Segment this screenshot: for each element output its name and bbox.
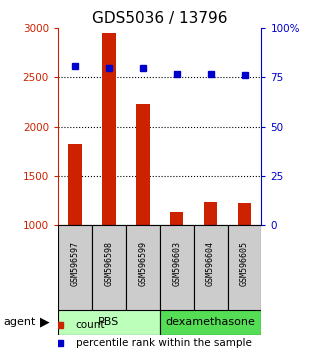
Bar — [204, 202, 217, 225]
Bar — [58, 225, 92, 310]
Text: GSM596603: GSM596603 — [172, 240, 181, 286]
Bar — [136, 104, 150, 225]
Text: GSM596605: GSM596605 — [240, 240, 249, 286]
Bar — [194, 225, 227, 310]
Text: GSM596604: GSM596604 — [206, 240, 215, 286]
Text: GSM596599: GSM596599 — [138, 240, 147, 286]
Bar — [126, 225, 160, 310]
Text: GSM596598: GSM596598 — [104, 240, 113, 286]
Bar — [58, 310, 160, 335]
Bar — [160, 225, 194, 310]
Text: agent: agent — [3, 317, 36, 327]
Bar — [170, 212, 183, 225]
Text: GSM596597: GSM596597 — [71, 240, 79, 286]
Text: count: count — [76, 320, 105, 330]
Bar — [92, 225, 126, 310]
Bar — [238, 203, 251, 225]
Bar — [68, 144, 82, 225]
Text: percentile rank within the sample: percentile rank within the sample — [76, 338, 252, 348]
Text: dexamethasone: dexamethasone — [166, 317, 256, 327]
Bar — [227, 225, 261, 310]
Text: ▶: ▶ — [40, 316, 50, 329]
Bar — [102, 33, 116, 225]
Bar — [160, 310, 261, 335]
Title: GDS5036 / 13796: GDS5036 / 13796 — [92, 11, 227, 26]
Text: PBS: PBS — [98, 317, 119, 327]
